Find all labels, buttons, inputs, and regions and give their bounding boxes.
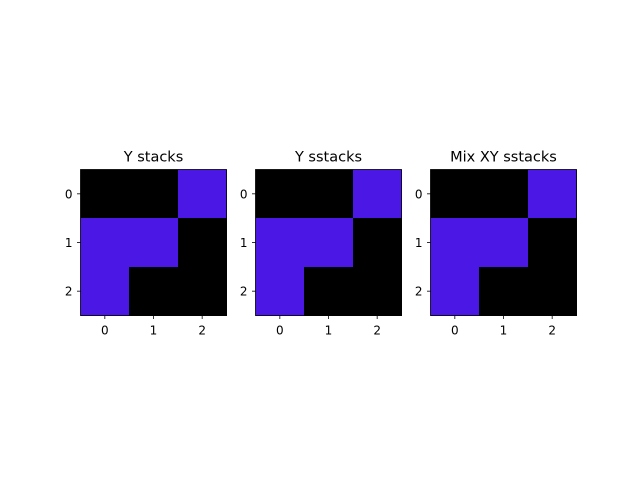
heatmap-cell	[527, 218, 577, 268]
x-tick-label: 2	[548, 324, 556, 338]
heatmap-cell	[527, 169, 577, 219]
heatmap-cell	[255, 266, 305, 316]
x-tick-label: 0	[451, 324, 459, 338]
heatmap-cell	[352, 169, 402, 219]
y-tick-label: 2	[415, 285, 423, 299]
heatmap-cell	[479, 218, 529, 268]
y-tick-label: 1	[415, 236, 423, 250]
heatmap-cell	[177, 169, 227, 219]
x-tick-label: 1	[150, 324, 158, 338]
heatmap-cell	[177, 218, 227, 268]
y-tick-label: 0	[415, 187, 423, 201]
x-tick-label: 0	[276, 324, 284, 338]
heatmap-panel-1: Y sstacks 0 1 2 0 1 2	[240, 150, 402, 338]
heatmap-cell	[479, 169, 529, 219]
y-tick-label: 2	[65, 285, 73, 299]
x-tick-label: 2	[198, 324, 206, 338]
x-tick-label: 1	[325, 324, 333, 338]
heatmap-cell	[527, 266, 577, 316]
y-tick-label: 1	[65, 236, 73, 250]
heatmap-cell	[80, 169, 130, 219]
heatmap-panel-0: Y stacks 0 1 2 0 1 2	[65, 150, 227, 338]
heatmap-cell	[255, 218, 305, 268]
chart-title: Mix XY sstacks	[450, 150, 557, 166]
heatmap-cell	[430, 169, 480, 219]
heatmap-cell	[352, 218, 402, 268]
heatmap-cell	[479, 266, 529, 316]
x-tick-label: 2	[373, 324, 381, 338]
heatmap-cell	[255, 169, 305, 219]
x-tick-label: 0	[101, 324, 109, 338]
heatmap-cell	[430, 266, 480, 316]
heatmap-cell	[430, 218, 480, 268]
y-tick-label: 2	[240, 285, 248, 299]
x-tick-label: 1	[500, 324, 508, 338]
heatmap-cell	[352, 266, 402, 316]
y-tick-label: 1	[240, 236, 248, 250]
heatmap-panel-2: Mix XY sstacks 0 1 2 0 1 2	[415, 150, 577, 338]
heatmap-cell	[304, 218, 354, 268]
heatmap-cell	[177, 266, 227, 316]
heatmap-cell	[304, 169, 354, 219]
chart-title: Y stacks	[123, 150, 184, 166]
y-tick-label: 0	[65, 187, 73, 201]
heatmap-cell	[304, 266, 354, 316]
chart-title: Y sstacks	[294, 150, 362, 166]
heatmap-cell	[129, 169, 179, 219]
heatmap-cell	[129, 218, 179, 268]
heatmap-cell	[80, 218, 130, 268]
heatmap-cell	[80, 266, 130, 316]
heatmap-cell	[129, 266, 179, 316]
y-tick-label: 0	[240, 187, 248, 201]
